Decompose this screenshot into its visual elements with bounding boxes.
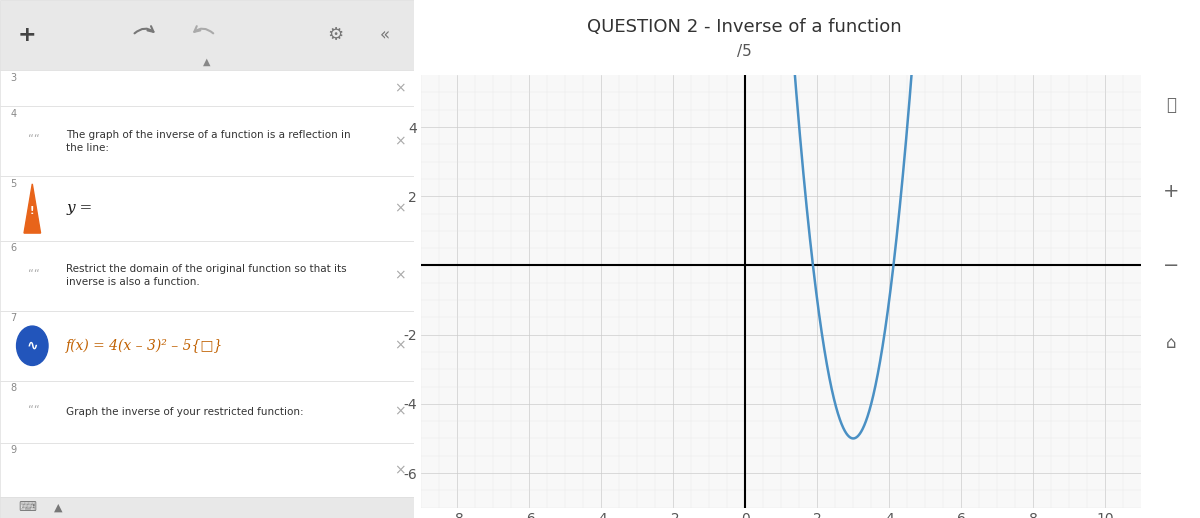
Text: 4: 4	[11, 109, 17, 119]
Text: ×: ×	[394, 339, 406, 353]
Text: +: +	[1163, 182, 1180, 202]
Text: f(x) = 4(x – 3)² – 5{□}: f(x) = 4(x – 3)² – 5{□}	[66, 339, 223, 353]
Text: ▲: ▲	[54, 502, 62, 513]
Bar	[0, 497, 414, 518]
Text: +: +	[18, 25, 36, 45]
Text: −: −	[1163, 256, 1180, 275]
Text: ×: ×	[394, 463, 406, 477]
Text: 5: 5	[11, 179, 17, 189]
Text: ⌨: ⌨	[18, 501, 36, 514]
Text: ⚙: ⚙	[328, 26, 343, 44]
Text: ×: ×	[394, 134, 406, 148]
Text: /5: /5	[737, 44, 751, 59]
Text: 6: 6	[11, 243, 17, 253]
Text: QUESTION 2 - Inverse of a function: QUESTION 2 - Inverse of a function	[587, 18, 901, 36]
Circle shape	[17, 326, 48, 366]
Text: 3: 3	[11, 73, 17, 82]
Bar	[0, 176, 414, 241]
Text: ∿: ∿	[26, 339, 38, 353]
Text: ⌂: ⌂	[1166, 334, 1176, 352]
Bar	[0, 70, 414, 106]
Text: 9: 9	[11, 445, 17, 455]
Text: ×: ×	[394, 405, 406, 419]
Bar	[0, 106, 414, 176]
Text: 7: 7	[11, 313, 17, 323]
Text: Graph the inverse of your restricted function:: Graph the inverse of your restricted fun…	[66, 407, 304, 417]
Text: The graph of the inverse of a function is a reflection in
the line:: The graph of the inverse of a function i…	[66, 130, 350, 153]
Bar	[0, 241, 414, 311]
Polygon shape	[24, 184, 41, 233]
Bar	[0, 381, 414, 443]
Text: ▲: ▲	[203, 57, 211, 67]
Bar	[0, 443, 414, 497]
Bar	[0, 311, 414, 381]
Text: 🔧: 🔧	[1166, 96, 1176, 114]
Text: ““: ““	[28, 404, 40, 414]
Text: ×: ×	[394, 269, 406, 283]
Text: ““: ““	[28, 134, 40, 143]
Text: «: «	[380, 26, 390, 44]
Text: !: !	[30, 206, 35, 216]
Text: y =: y =	[66, 202, 92, 215]
Text: ×: ×	[394, 202, 406, 215]
Text: ×: ×	[394, 81, 406, 95]
Text: ““: ““	[28, 268, 40, 278]
Text: 8: 8	[11, 383, 17, 393]
Bar	[0, 0, 414, 70]
Text: Restrict the domain of the original function so that its
inverse is also a funct: Restrict the domain of the original func…	[66, 264, 347, 287]
